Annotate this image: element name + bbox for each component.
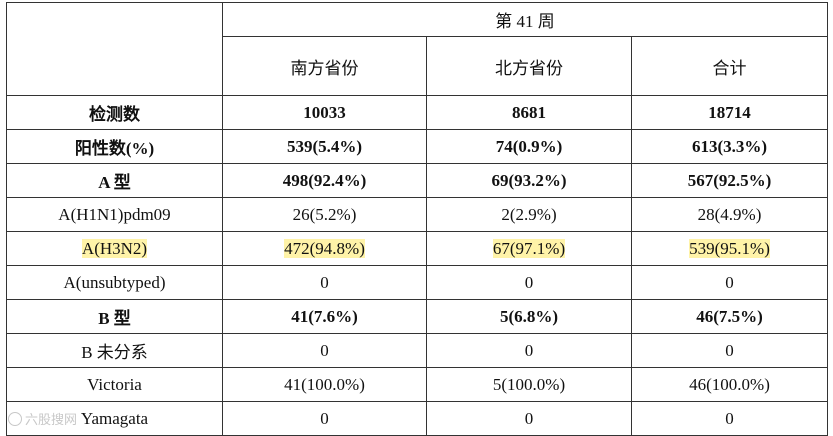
cell-south-cell: 472(94.8%) <box>222 231 427 266</box>
row-yamagata: Yamagata 0 0 0 <box>6 401 829 436</box>
logo-icon <box>8 411 22 426</box>
cell-north: 0 <box>426 401 632 436</box>
cell-total: 46(100.0%) <box>630 367 829 402</box>
row-label: 检测数 <box>6 95 223 130</box>
cell-north: 0 <box>426 265 632 300</box>
cell-total-cell: 539(95.1%) <box>630 231 829 266</box>
col-total-header: 合计 <box>630 36 829 96</box>
row-positive: 阳性数(%) 539(5.4%) 74(0.9%) 613(3.3%) <box>6 129 829 164</box>
cell-total: 0 <box>630 333 829 368</box>
row-label: A(unsubtyped) <box>6 265 223 300</box>
cell-north: 0 <box>426 333 632 368</box>
cell-south: 41(7.6%) <box>222 299 427 334</box>
cell-south: 498(92.4%) <box>222 163 427 198</box>
row-label-cell: A(H3N2) <box>6 231 223 266</box>
influenza-table: 第 41 周 南方省份 北方省份 合计 检测数 10033 8681 18714… <box>6 2 829 436</box>
row-label: Victoria <box>6 367 223 402</box>
row-h3n2: A(H3N2) 472(94.8%) 67(97.1%) 539(95.1%) <box>6 231 829 266</box>
cell-north: 74(0.9%) <box>426 129 632 164</box>
watermark-text: 六股搜网 <box>25 413 78 428</box>
cell-south: 41(100.0%) <box>222 367 427 402</box>
cell-total: 539(95.1%) <box>689 238 770 258</box>
row-type-b: B 型 41(7.6%) 5(6.8%) 46(7.5%) <box>6 299 829 334</box>
week-header-row: 第 41 周 <box>6 2 829 96</box>
row-h1n1: A(H1N1)pdm09 26(5.2%) 2(2.9%) 28(4.9%) <box>6 197 829 232</box>
cell-total: 18714 <box>630 95 829 130</box>
cell-south: 0 <box>222 265 427 300</box>
cell-north: 8681 <box>426 95 632 130</box>
cell-south: 10033 <box>222 95 427 130</box>
cell-north: 69(93.2%) <box>426 163 632 198</box>
region-header-row: 南方省份 北方省份 合计 <box>7 36 829 96</box>
cell-north: 5(100.0%) <box>426 367 632 402</box>
row-label: B 未分系 <box>6 333 223 368</box>
row-label: A 型 <box>6 163 223 198</box>
col-south-header: 南方省份 <box>222 36 427 96</box>
cell-total: 46(7.5%) <box>630 299 829 334</box>
cell-south: 472(94.8%) <box>284 238 365 258</box>
row-victoria: Victoria 41(100.0%) 5(100.0%) 46(100.0%) <box>6 367 829 402</box>
corner-cell <box>6 2 223 96</box>
row-type-a: A 型 498(92.4%) 69(93.2%) 567(92.5%) <box>6 163 829 198</box>
cell-south: 26(5.2%) <box>222 197 427 232</box>
cell-south: 0 <box>222 401 427 436</box>
row-label: B 型 <box>6 299 223 334</box>
cell-total: 28(4.9%) <box>630 197 829 232</box>
cell-total: 0 <box>630 401 829 436</box>
row-unsubtyped: A(unsubtyped) 0 0 0 <box>6 265 829 300</box>
row-label: 阳性数(%) <box>6 129 223 164</box>
row-label: Yamagata <box>6 401 223 436</box>
cell-south: 0 <box>222 333 427 368</box>
row-label: A(H3N2) <box>81 238 148 258</box>
cell-south: 539(5.4%) <box>222 129 427 164</box>
row-b-unlineaged: B 未分系 0 0 0 <box>6 333 829 368</box>
cell-total: 613(3.3%) <box>630 129 829 164</box>
cell-north-cell: 67(97.1%) <box>426 231 632 266</box>
cell-north: 67(97.1%) <box>492 238 566 258</box>
watermark: 六股搜网 <box>8 409 77 428</box>
week-label: 第 41 周 <box>221 2 829 37</box>
cell-north: 5(6.8%) <box>426 299 632 334</box>
row-label: A(H1N1)pdm09 <box>6 197 223 232</box>
cell-total: 567(92.5%) <box>630 163 829 198</box>
cell-total: 0 <box>630 265 829 300</box>
cell-north: 2(2.9%) <box>426 197 632 232</box>
col-north-header: 北方省份 <box>426 36 632 96</box>
row-tested: 检测数 10033 8681 18714 <box>6 95 829 130</box>
